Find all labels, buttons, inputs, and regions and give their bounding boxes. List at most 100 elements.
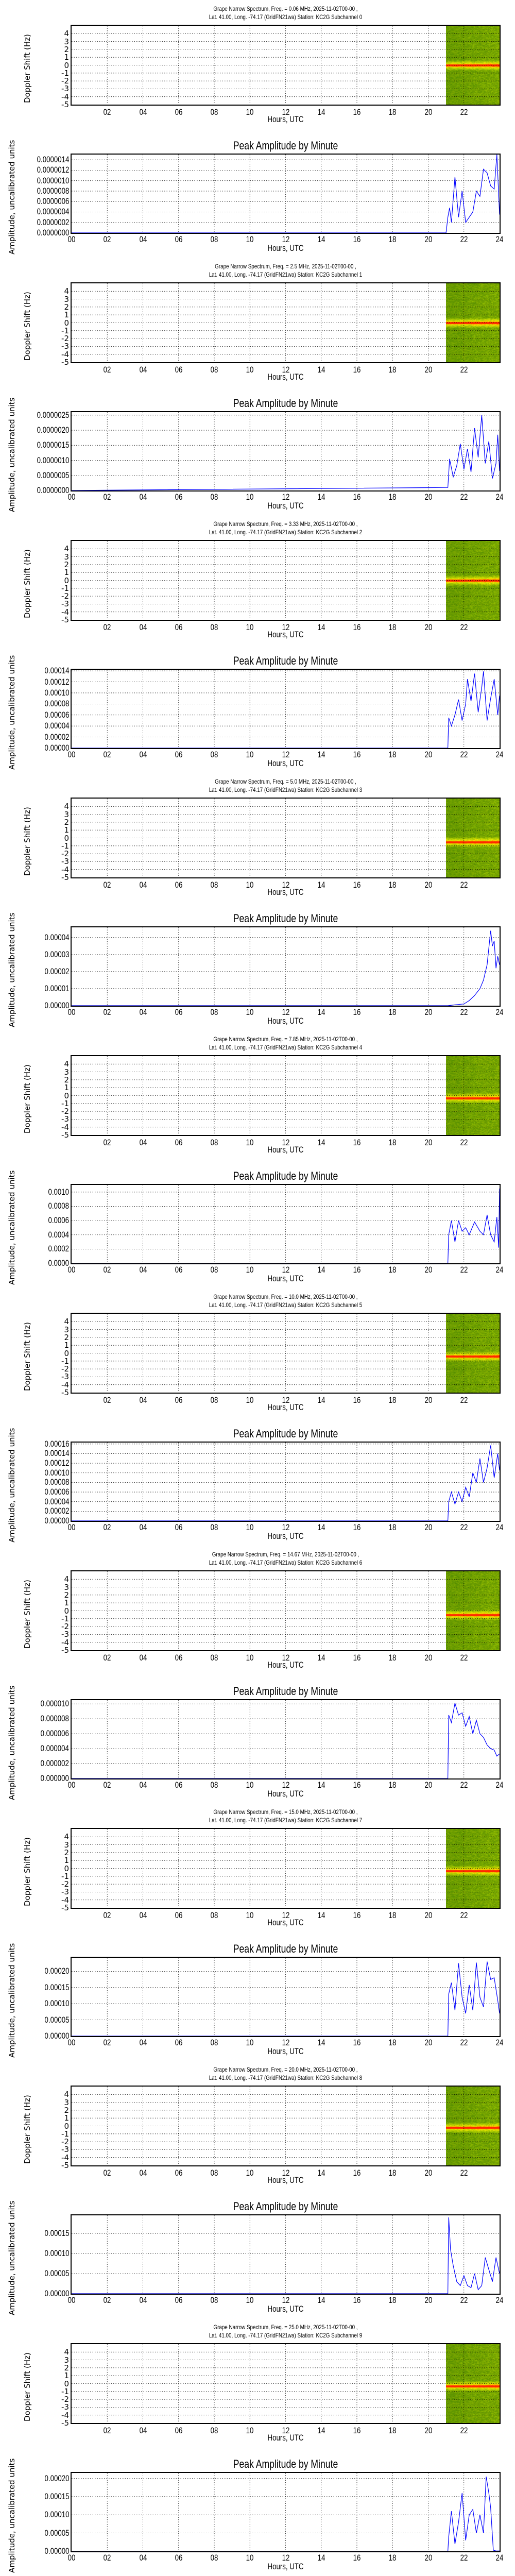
spectrum-x-tick: 16 — [353, 2168, 361, 2178]
amplitude-x-tick: 00 — [67, 1007, 76, 1017]
spectrum-x-tick: 12 — [282, 2168, 289, 2178]
amplitude-y-tick: 0.0000020 — [37, 425, 69, 435]
amplitude-y-tick: 0.0000000 — [37, 228, 69, 238]
spectrum-x-tick: 06 — [175, 1910, 183, 1920]
amplitude-title: Peak Amplitude by Minute — [233, 1942, 338, 1955]
spectrum-title-line1: Grape Narrow Spectrum, Freq. = 14.67 MHz… — [212, 1551, 359, 1558]
spectrum-title-line1: Grape Narrow Spectrum, Freq. = 5.0 MHz, … — [215, 778, 356, 785]
amplitude-x-tick: 18 — [388, 2038, 397, 2047]
amplitude-x-tick: 20 — [424, 750, 432, 759]
amplitude-y-tick: 0.00010 — [44, 1467, 69, 1478]
spectrum-y-tick: 2 — [64, 1075, 69, 1084]
spectrum-y-tick: 2 — [64, 2363, 69, 2372]
amplitude-y-tick: 0.00014 — [44, 666, 69, 676]
amplitude-y-tick: 0.00001 — [44, 983, 69, 993]
subchannel-block-7: Grape Narrow Spectrum, Freq. = 15.0 MHz,… — [0, 1803, 515, 2061]
spectrum-grid — [72, 799, 500, 877]
spectrum-x-tick: 18 — [388, 2426, 397, 2435]
amplitude-title: Peak Amplitude by Minute — [233, 1685, 338, 1698]
amplitude-y-tick: 0.0000005 — [37, 470, 69, 480]
spectrum-y-tick: -2 — [61, 2137, 69, 2147]
spectrum-y-tick: -3 — [61, 599, 69, 609]
amplitude-x-tick: 06 — [175, 2038, 183, 2047]
amplitude-x-tick: 22 — [460, 2038, 468, 2047]
subchannel-block-3: Grape Narrow Spectrum, Freq. = 5.0 MHz, … — [0, 773, 515, 1030]
amplitude-x-tick: 06 — [175, 1007, 183, 1017]
amplitude-y-tick: 0.00004 — [44, 932, 69, 942]
spectrum-y-tick: -4 — [61, 92, 69, 101]
amplitude-y-tick: 0.00002 — [44, 1506, 69, 1516]
spectrum-x-tick: 14 — [317, 2168, 325, 2178]
subchannel-block-6: Grape Narrow Spectrum, Freq. = 14.67 MHz… — [0, 1546, 515, 1803]
spectrum-x-axis-label: Hours, UTC — [267, 1402, 304, 1412]
amplitude-x-axis-label: Hours, UTC — [267, 1531, 304, 1541]
spectrum-y-tick: 1 — [64, 568, 69, 578]
spectrum-y-tick: 3 — [64, 1325, 69, 1334]
spectrum-y-tick: -5 — [61, 615, 69, 624]
spectrum-y-tick: 3 — [64, 1067, 69, 1077]
spectrum-x-tick: 08 — [210, 880, 218, 890]
amplitude-x-tick: 22 — [460, 492, 468, 502]
amplitude-x-tick: 14 — [317, 1007, 325, 1017]
amplitude-x-tick: 08 — [210, 750, 218, 759]
amplitude-x-tick: 02 — [103, 492, 111, 502]
spectrum-x-tick: 20 — [424, 2168, 432, 2178]
spectrum-y-tick: 4 — [64, 544, 69, 554]
spectrum-x-axis-label: Hours, UTC — [267, 630, 304, 639]
spectrum-title-line2: Lat. 41.00, Long. -74.17 (GridFN21wa) St… — [209, 2332, 363, 2339]
subchannel-block-2: Grape Narrow Spectrum, Freq. = 3.33 MHz,… — [0, 515, 515, 773]
spectrum-y-tick: -3 — [61, 84, 69, 94]
amplitude-y-tick: 0.00004 — [44, 721, 69, 731]
amplitude-x-tick: 04 — [139, 1522, 147, 1532]
spectrum-heatmap — [71, 1055, 501, 1136]
amplitude-x-tick: 06 — [175, 1265, 183, 1275]
amplitude-x-tick: 00 — [67, 2295, 76, 2305]
spectrum-x-tick: 08 — [210, 2426, 218, 2435]
spectrum-x-tick: 10 — [246, 107, 254, 117]
spectrum-title-line2: Lat. 41.00, Long. -74.17 (GridFN21wa) St… — [209, 271, 363, 278]
spectrum-x-tick: 08 — [210, 1910, 218, 1920]
spectrum-y-tick: -2 — [61, 1879, 69, 1889]
amplitude-y-tick: 0.000006 — [40, 1728, 69, 1739]
amplitude-y-tick: 0.0000008 — [37, 185, 69, 196]
spectrum-x-tick: 20 — [424, 1138, 432, 1147]
amplitude-x-tick: 10 — [246, 1522, 254, 1532]
spectrum-x-tick: 22 — [460, 622, 468, 632]
amplitude-x-tick: 14 — [317, 2553, 325, 2563]
amplitude-x-tick: 24 — [495, 2553, 504, 2563]
amplitude-y-tick: 0.0000000 — [37, 485, 69, 495]
amplitude-x-tick: 16 — [353, 492, 361, 502]
amplitude-grid-and-line — [72, 1700, 500, 1778]
subchannel-block-0: Grape Narrow Spectrum, Freq. = 0.06 MHz,… — [0, 0, 515, 258]
spectrum-y-tick: -5 — [61, 358, 69, 367]
amplitude-x-tick: 10 — [246, 750, 254, 759]
spectrum-y-tick: 0 — [64, 1863, 69, 1873]
spectrum-x-tick: 22 — [460, 1138, 468, 1147]
spectrum-grid — [72, 1829, 500, 1908]
amplitude-x-tick: 18 — [388, 1007, 397, 1017]
spectrum-x-tick: 18 — [388, 365, 397, 375]
spectrum-title-line1: Grape Narrow Spectrum, Freq. = 0.06 MHz,… — [213, 5, 358, 12]
spectrum-x-tick: 12 — [282, 107, 289, 117]
amplitude-y-tick: 0.00010 — [44, 1998, 69, 2009]
spectrum-grid — [72, 1571, 500, 1650]
spectrum-y-tick: 3 — [64, 809, 69, 819]
amplitude-x-tick: 02 — [103, 2553, 111, 2563]
amplitude-x-tick: 14 — [317, 1780, 325, 1790]
amplitude-x-tick: 12 — [282, 2038, 289, 2047]
spectrum-y-tick: 2 — [64, 1590, 69, 1600]
spectrum-title-line2: Lat. 41.00, Long. -74.17 (GridFN21wa) St… — [209, 1044, 363, 1051]
amplitude-x-axis-label: Hours, UTC — [267, 243, 304, 253]
amplitude-x-tick: 16 — [353, 1780, 361, 1790]
spectrum-x-tick: 14 — [317, 1910, 325, 1920]
amplitude-y-axis-label: Amplitude, uncalibrated units — [7, 655, 16, 770]
amplitude-y-tick: 0.000002 — [40, 1758, 69, 1769]
amplitude-y-tick: 0.00010 — [44, 2248, 69, 2259]
spectrum-y-tick: 1 — [64, 1598, 69, 1608]
spectrum-x-tick: 16 — [353, 880, 361, 890]
amplitude-x-tick: 16 — [353, 2295, 361, 2305]
spectrum-y-tick: 0 — [64, 2379, 69, 2388]
amplitude-y-tick: 0.000008 — [40, 1714, 69, 1724]
spectrum-x-axis-label: Hours, UTC — [267, 2433, 304, 2443]
spectrum-x-tick: 12 — [282, 1910, 289, 1920]
